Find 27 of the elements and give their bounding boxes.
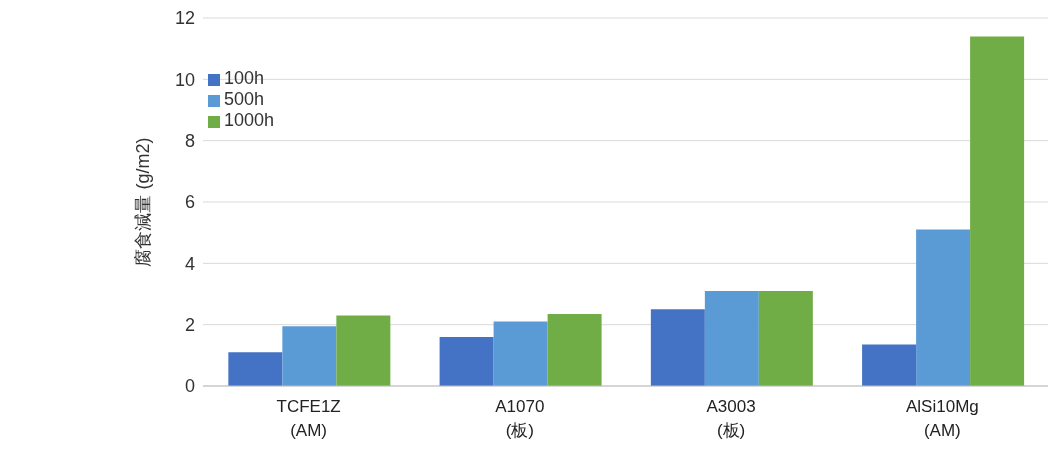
bar — [704, 290, 759, 386]
bar — [282, 326, 337, 386]
legend-label: 100h — [224, 68, 265, 88]
y-tick-label: 12 — [174, 8, 195, 29]
bar — [336, 315, 391, 386]
bar — [970, 36, 1025, 386]
bar — [862, 344, 917, 386]
y-axis-title: 腐食減量 (g/m2) — [133, 137, 154, 267]
y-tick-label: 2 — [184, 315, 195, 336]
bar — [758, 290, 813, 386]
bar — [650, 309, 705, 386]
y-tick-label: 4 — [184, 253, 195, 274]
y-tick-label: 10 — [174, 69, 195, 90]
legend-label: 1000h — [224, 110, 275, 130]
x-tick-label: TCFE1Z (AM) — [276, 397, 341, 440]
y-tick-label: 6 — [184, 192, 195, 213]
x-tick-label: A3003 (板) — [706, 397, 756, 440]
x-tick-label: AlSi10Mg (AM) — [905, 397, 979, 440]
bar — [547, 313, 602, 386]
bar — [439, 336, 494, 386]
bar — [228, 352, 283, 386]
x-tick-label: A1070 (板) — [495, 397, 545, 440]
bar — [916, 229, 971, 386]
y-tick-label: 8 — [184, 131, 195, 152]
y-tick-label: 0 — [184, 376, 195, 397]
bar — [493, 321, 548, 386]
legend-label: 500h — [224, 89, 265, 109]
